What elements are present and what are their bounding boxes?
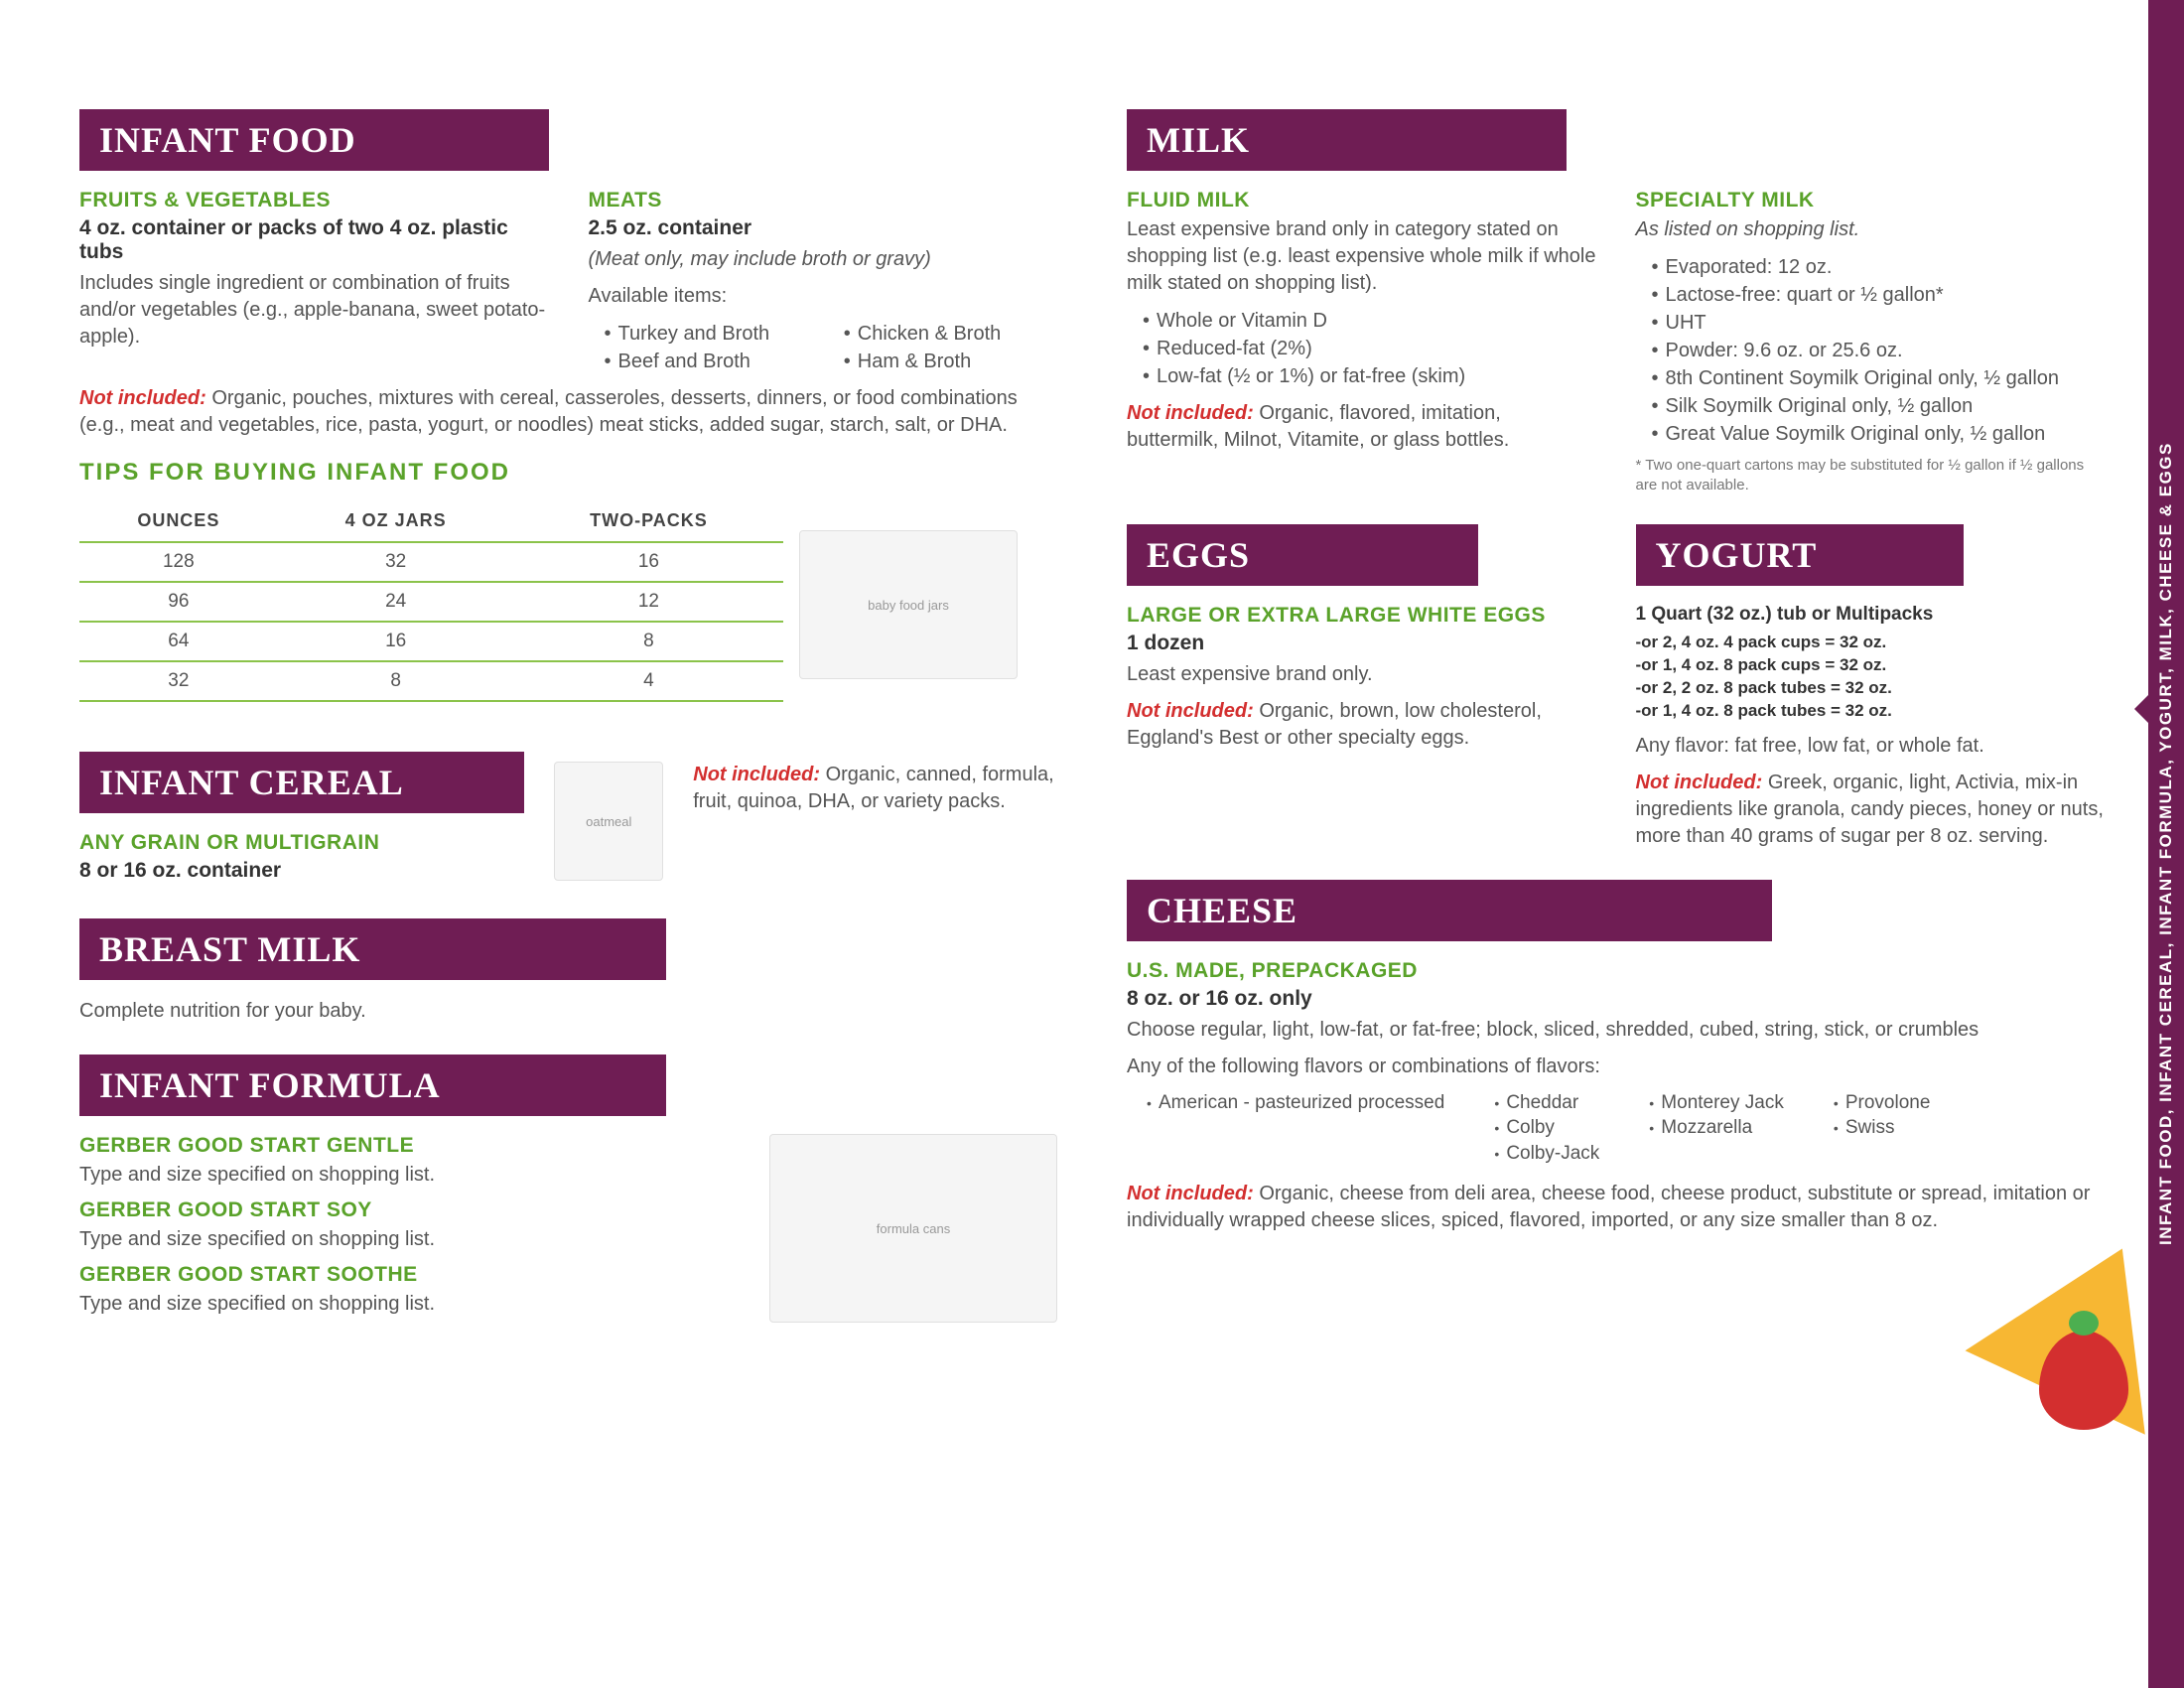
cheese-title: CHEESE bbox=[1127, 880, 1772, 941]
milk-section: MILK FLUID MILK Least expensive brand on… bbox=[1127, 109, 2105, 494]
milk-title: MILK bbox=[1127, 109, 1567, 171]
side-tab-arrow-icon bbox=[2134, 695, 2148, 723]
infant-formula-title: INFANT FORMULA bbox=[79, 1055, 666, 1116]
eggs-sub: LARGE OR EXTRA LARGE WHITE EGGS bbox=[1127, 604, 1596, 628]
infant-cereal-title: INFANT CEREAL bbox=[79, 752, 524, 813]
meats-heading: MEATS bbox=[589, 189, 1058, 212]
breast-milk-desc: Complete nutrition for your baby. bbox=[79, 998, 1057, 1025]
fluid-milk-not-included: Not included: Organic, flavored, imitati… bbox=[1127, 400, 1596, 454]
cheese-desc1: Choose regular, light, low-fat, or fat-f… bbox=[1127, 1017, 2105, 1044]
breast-milk-title: BREAST MILK bbox=[79, 918, 666, 980]
oatmeal-image: oatmeal bbox=[554, 762, 663, 881]
infant-food-not-included: Not included: Organic, pouches, mixtures… bbox=[79, 385, 1057, 439]
formula-gentle: GERBER GOOD START GENTLE bbox=[79, 1134, 740, 1158]
eggs-size: 1 dozen bbox=[1127, 632, 1596, 655]
breast-milk-section: BREAST MILK Complete nutrition for your … bbox=[79, 918, 1057, 1025]
meats-available: Available items: bbox=[589, 283, 1058, 310]
yogurt-not-included: Not included: Greek, organic, light, Act… bbox=[1636, 770, 2106, 850]
cereal-size: 8 or 16 oz. container bbox=[79, 859, 524, 883]
tips-table: OUNCES 4 OZ JARS TWO-PACKS 1283216 96241… bbox=[79, 500, 783, 702]
fruits-veg-desc: Includes single ingredient or combinatio… bbox=[79, 270, 549, 351]
tips-heading: TIPS FOR BUYING INFANT FOOD bbox=[79, 459, 1057, 487]
eggs-not-included: Not included: Organic, brown, low choles… bbox=[1127, 698, 1596, 752]
yogurt-section: YOGURT 1 Quart (32 oz.) tub or Multipack… bbox=[1636, 524, 2106, 850]
fruits-veg-heading: FRUITS & VEGETABLES bbox=[79, 189, 549, 212]
cheese-desc2: Any of the following flavors or combinat… bbox=[1127, 1054, 2105, 1080]
infant-food-section: INFANT FOOD FRUITS & VEGETABLES 4 oz. co… bbox=[79, 109, 1057, 702]
meats-col2: Chicken & Broth Ham & Broth bbox=[828, 320, 1057, 375]
fruits-veg-size: 4 oz. container or packs of two 4 oz. pl… bbox=[79, 216, 549, 264]
infant-formula-section: INFANT FORMULA GERBER GOOD START GENTLE … bbox=[79, 1055, 1057, 1328]
formula-soy: GERBER GOOD START SOY bbox=[79, 1198, 740, 1222]
fluid-milk-bullets: Whole or Vitamin D Reduced-fat (2%) Low-… bbox=[1127, 307, 1596, 390]
specialty-milk-heading: SPECIALTY MILK bbox=[1636, 189, 2106, 212]
yogurt-size: 1 Quart (32 oz.) tub or Multipacks bbox=[1636, 604, 2106, 626]
yogurt-title: YOGURT bbox=[1636, 524, 1965, 586]
meats-col1: Turkey and Broth Beef and Broth bbox=[589, 320, 818, 375]
meats-note: (Meat only, may include broth or gravy) bbox=[589, 246, 1058, 273]
formula-cans-image: formula cans bbox=[769, 1134, 1057, 1323]
specialty-milk-footnote: * Two one-quart cartons may be substitut… bbox=[1636, 456, 2106, 494]
cereal-sub: ANY GRAIN OR MULTIGRAIN bbox=[79, 831, 524, 855]
fluid-milk-heading: FLUID MILK bbox=[1127, 189, 1596, 212]
cheese-sub: U.S. MADE, PREPACKAGED bbox=[1127, 959, 2105, 983]
meats-size: 2.5 oz. container bbox=[589, 216, 1058, 240]
specialty-milk-bullets: Evaporated: 12 oz. Lactose-free: quart o… bbox=[1636, 253, 2106, 448]
formula-soothe: GERBER GOOD START SOOTHE bbox=[79, 1263, 740, 1287]
eggs-desc: Least expensive brand only. bbox=[1127, 661, 1596, 688]
side-tab: INFANT FOOD, INFANT CEREAL, INFANT FORMU… bbox=[2148, 0, 2184, 1688]
cheese-section: CHEESE U.S. MADE, PREPACKAGED 8 oz. or 1… bbox=[1127, 880, 2105, 1234]
yogurt-flavor: Any flavor: fat free, low fat, or whole … bbox=[1636, 733, 2106, 760]
infant-food-title: INFANT FOOD bbox=[79, 109, 549, 171]
baby-food-image: baby food jars bbox=[799, 530, 1018, 679]
eggs-section: EGGS LARGE OR EXTRA LARGE WHITE EGGS 1 d… bbox=[1127, 524, 1596, 850]
infant-cereal-section: INFANT CEREAL ANY GRAIN OR MULTIGRAIN 8 … bbox=[79, 752, 1057, 889]
specialty-milk-note: As listed on shopping list. bbox=[1636, 216, 2106, 243]
cheese-flavors: American - pasteurized processed Cheddar… bbox=[1147, 1090, 2105, 1167]
cheese-not-included: Not included: Organic, cheese from deli … bbox=[1127, 1181, 2105, 1234]
cereal-not-included: Not included: Organic, canned, formula, … bbox=[693, 762, 1057, 815]
fluid-milk-desc: Least expensive brand only in category s… bbox=[1127, 216, 1596, 297]
eggs-title: EGGS bbox=[1127, 524, 1478, 586]
cheese-size: 8 oz. or 16 oz. only bbox=[1127, 987, 2105, 1011]
